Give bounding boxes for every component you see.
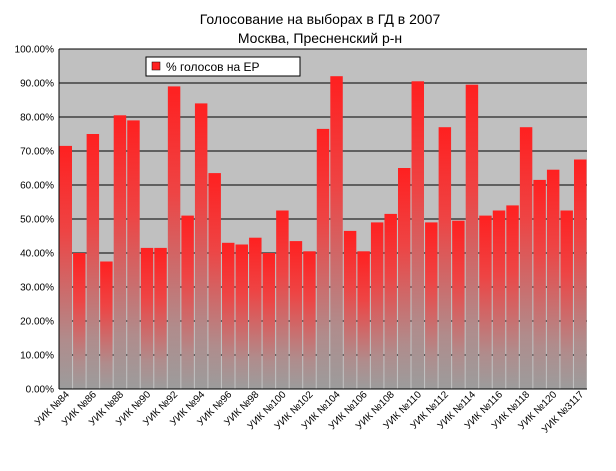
bar (59, 145, 72, 389)
bar (411, 81, 424, 390)
y-tick-label: 70.00% (20, 147, 54, 158)
bar (235, 244, 248, 389)
bar (303, 251, 316, 389)
legend-box (145, 56, 301, 77)
bar (262, 253, 276, 389)
y-tick-label: 10.00% (20, 351, 54, 362)
bar (86, 134, 100, 389)
bar (316, 128, 330, 389)
bar (140, 247, 154, 389)
bar (560, 210, 573, 389)
bar (425, 222, 438, 389)
bar (357, 251, 370, 389)
legend: % голосов на ЕР (145, 56, 301, 77)
bar (249, 237, 262, 389)
bar (276, 210, 289, 389)
bar (100, 261, 113, 389)
bar (127, 120, 140, 390)
bar (222, 242, 235, 389)
bar (289, 241, 303, 389)
y-tick-label: 60.00% (20, 181, 54, 192)
bar (343, 230, 357, 389)
bar (370, 222, 384, 389)
y-tick-label: 100.00% (15, 45, 55, 56)
bar (154, 247, 167, 389)
bar (519, 127, 533, 389)
bar (330, 76, 343, 389)
bar (506, 205, 519, 389)
bar (438, 127, 452, 389)
bar (574, 159, 587, 389)
y-tick-label: 80.00% (20, 113, 54, 124)
bar (533, 179, 546, 389)
bar (208, 173, 221, 389)
y-tick-label: 40.00% (20, 249, 54, 260)
bar (398, 168, 411, 389)
legend-label: % голосов на ЕР (166, 60, 260, 74)
y-axis-ticks: 0.00% 10.00% 20.00% 30.00% 40.00% 50.00% 60.00… (15, 45, 55, 396)
bars (59, 76, 587, 390)
bar (194, 103, 208, 390)
chart-subtitle: Москва, Пресненский р-н (238, 30, 402, 46)
y-tick-label: 0.00% (26, 385, 54, 396)
bar (113, 115, 127, 390)
chart-title: Голосование на выборах в ГД в 2007 (200, 11, 441, 27)
bar (167, 86, 181, 390)
bar (181, 215, 194, 389)
y-tick-label: 20.00% (20, 317, 54, 328)
y-tick-label: 90.00% (20, 79, 54, 90)
bar (465, 84, 479, 389)
bar (546, 169, 560, 389)
legend-swatch (151, 61, 161, 71)
y-tick-label: 30.00% (20, 283, 54, 294)
bar (73, 253, 86, 389)
bar (492, 210, 506, 389)
bar (384, 213, 397, 389)
bar (479, 215, 492, 389)
y-tick-label: 50.00% (20, 215, 54, 226)
bar (452, 220, 465, 389)
